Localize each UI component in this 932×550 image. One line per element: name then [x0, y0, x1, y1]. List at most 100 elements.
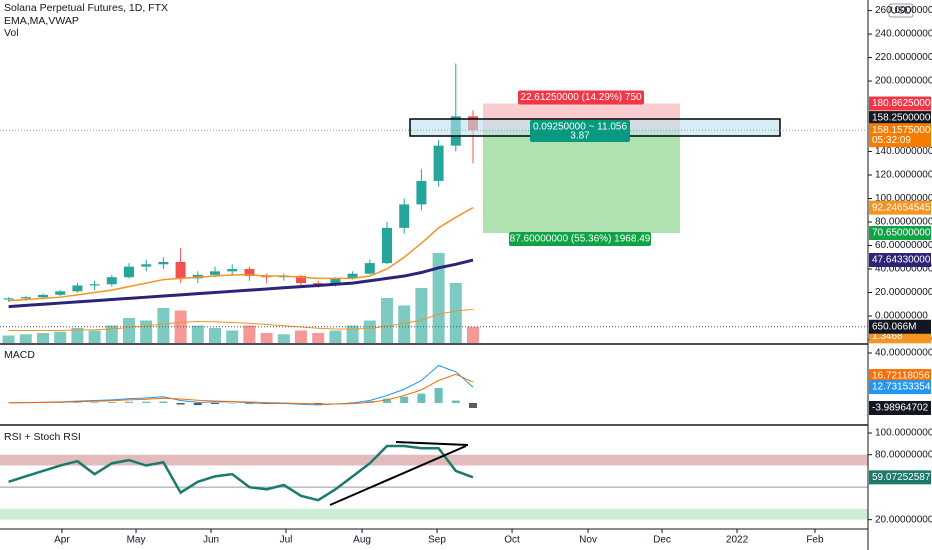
volume-last-label-bg — [869, 319, 931, 334]
y-tick-label: 20.00000000 — [875, 287, 932, 298]
candle-body — [158, 261, 169, 265]
volume-ma-label: 1.3468 — [872, 331, 903, 342]
volume-bar — [260, 333, 273, 343]
volume-bar — [54, 331, 67, 343]
y-tick-label: 100.00000000 — [875, 428, 932, 439]
macd-last-label: 12.73153354 — [872, 382, 931, 393]
x-tick-label: Nov — [579, 535, 597, 546]
volume-bar — [105, 325, 118, 343]
volume-bar — [295, 330, 307, 343]
entry-price-label-bg — [869, 111, 931, 126]
volume-bar — [191, 325, 204, 343]
indicators-label: EMA,MA,VWAP — [4, 15, 79, 27]
reward-label-bg — [509, 231, 651, 246]
candle-body — [296, 276, 306, 284]
volume-bar — [329, 330, 342, 343]
macd-last-label-bg — [869, 380, 931, 395]
last-price-label: 158.15750000 — [872, 125, 932, 136]
volume-bar — [2, 335, 15, 343]
target-price-label-bg — [869, 225, 931, 240]
candle-body — [89, 284, 100, 286]
volume-last-label: 650.066M — [872, 321, 916, 332]
macd-histogram-bar — [400, 396, 409, 403]
rsi-band — [0, 508, 868, 520]
volume-bar — [209, 328, 221, 343]
volume-bar — [37, 333, 49, 343]
chart-title: Solana Perpetual Futures, 1D, FTX — [4, 2, 168, 14]
macd-histogram-bar — [469, 403, 477, 408]
volume-bar — [346, 325, 359, 343]
y-tick-label: 0.00000000 — [875, 311, 928, 322]
series-last-label: 47.64330000 — [872, 255, 931, 266]
rsi-last-label: 59.07252587 — [872, 472, 931, 483]
volume-bar — [226, 330, 239, 343]
volume-bar — [415, 288, 428, 343]
candle-body — [364, 263, 375, 274]
volume-label: Vol — [4, 27, 19, 39]
x-tick-label: Apr — [54, 535, 70, 546]
series-last-label-bg — [869, 253, 931, 268]
macd-histogram-bar — [107, 402, 116, 403]
x-tick-label: Aug — [353, 535, 371, 546]
macd-histogram-bar — [125, 401, 133, 403]
rsi-line — [8, 444, 474, 502]
volume-bar — [277, 334, 290, 343]
center-label: 0.09250000 ~ 11.056 — [533, 122, 628, 133]
center-label-bg — [530, 120, 630, 142]
candle-body — [72, 285, 83, 292]
stop-price-label: 180.86250000 — [872, 98, 932, 109]
macd-histogram-bar — [314, 403, 323, 404]
macd-histogram-bar — [245, 403, 254, 404]
volume-bar — [449, 283, 462, 343]
histogram-last-label-bg — [869, 400, 931, 415]
trend-line — [329, 445, 467, 506]
x-tick-label: Dec — [653, 535, 671, 546]
candle-body — [141, 264, 152, 267]
macd-histogram-bar — [142, 401, 151, 403]
volume-bar — [398, 305, 411, 343]
candle-body — [399, 204, 410, 228]
candle-body — [106, 277, 117, 285]
x-tick-label: Jun — [203, 535, 219, 546]
risk-label: 22.61250000 (14.29%) 750 — [520, 92, 642, 103]
signal-line — [8, 373, 474, 405]
macd-histogram-bar — [451, 400, 460, 403]
currency: USD — [890, 6, 911, 17]
x-tick-label: Feb — [806, 535, 824, 546]
y-tick-label: 80.00000000 — [875, 449, 932, 460]
signal-last-label-bg — [869, 369, 931, 384]
macd-histogram-bar — [193, 403, 202, 406]
x-tick-label: May — [127, 535, 146, 546]
y-tick-label: 220.00000000 — [875, 52, 932, 63]
volume-ma-line — [8, 308, 474, 331]
volume-bar — [88, 330, 101, 343]
volume-bar — [140, 320, 153, 343]
macd-histogram-bar — [434, 388, 443, 403]
x-tick-label: Oct — [504, 535, 520, 546]
y-tick-label: 200.00000000 — [875, 76, 932, 87]
volume-bar — [157, 308, 170, 343]
y-tick-label: 60.00000000 — [875, 240, 932, 251]
indicator-line — [8, 206, 474, 302]
y-tick-label: 80.00000000 — [875, 217, 932, 228]
ratio-label: 3.87 — [570, 131, 590, 142]
reward-zone — [483, 130, 680, 233]
candle-body — [175, 261, 186, 279]
candle-body — [20, 297, 31, 299]
candle-body — [330, 278, 341, 286]
indicator-line — [8, 258, 474, 309]
stop-price-label-bg — [869, 96, 931, 111]
trend-line — [395, 441, 469, 446]
countdown: 05:32:09 — [872, 135, 911, 146]
macd-histogram-bar — [211, 403, 219, 404]
series-last-label: 92.24654545 — [872, 202, 931, 213]
macd-histogram-bar — [159, 401, 168, 403]
candle-body — [347, 273, 358, 279]
volume-bar — [432, 253, 445, 343]
rsi-label: RSI + Stoch RSI — [4, 431, 81, 443]
currency-box[interactable] — [888, 3, 914, 18]
rsi-last-label-bg — [869, 470, 931, 485]
x-tick-label: 2022 — [726, 535, 749, 546]
macd-histogram-bar — [383, 398, 391, 403]
candle-body — [433, 145, 444, 181]
